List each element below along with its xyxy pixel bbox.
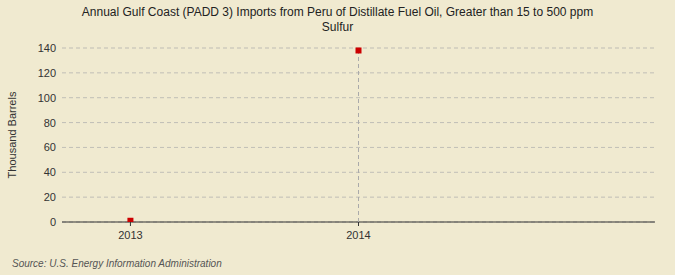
background bbox=[0, 0, 675, 275]
x-tick-label: 2014 bbox=[346, 229, 370, 241]
grid-line bbox=[62, 147, 655, 148]
y-tick-label: 80 bbox=[44, 117, 56, 129]
title: Annual Gulf Coast (PADD 3) Imports from … bbox=[82, 5, 593, 34]
y-tick-label: 0 bbox=[50, 216, 56, 228]
title-line: Sulfur bbox=[322, 20, 353, 34]
title-line: Annual Gulf Coast (PADD 3) Imports from … bbox=[82, 5, 593, 19]
plot-area bbox=[127, 47, 361, 222]
chart: Annual Gulf Coast (PADD 3) Imports from … bbox=[0, 0, 675, 275]
y-tick-label: 120 bbox=[38, 67, 56, 79]
x-tick-label: 2013 bbox=[118, 229, 142, 241]
grid-line bbox=[62, 97, 655, 98]
point bbox=[127, 218, 133, 222]
y-tick-label: 140 bbox=[38, 42, 56, 54]
y-grid bbox=[62, 48, 655, 222]
source: Source: U.S. Energy Information Administ… bbox=[12, 258, 222, 269]
y-tick-label: 100 bbox=[38, 92, 56, 104]
reference-line bbox=[358, 48, 359, 222]
point bbox=[356, 47, 362, 53]
y-tick-label: 40 bbox=[44, 166, 56, 178]
y-axis-label: Thousand Barrels bbox=[6, 91, 18, 178]
x-tick bbox=[130, 222, 131, 226]
y-tick-label: 60 bbox=[44, 141, 56, 153]
x-tick bbox=[358, 222, 359, 226]
y-tick-label: 20 bbox=[44, 191, 56, 203]
